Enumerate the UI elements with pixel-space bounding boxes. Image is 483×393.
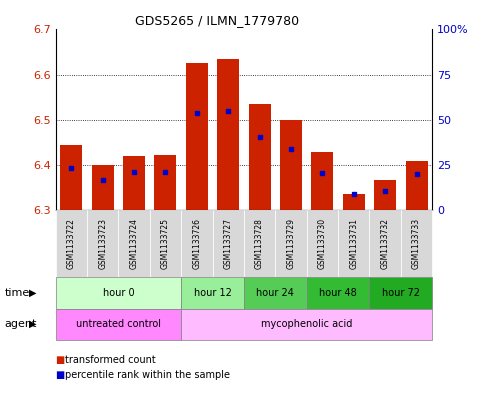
Text: GSM1133727: GSM1133727 [224, 218, 233, 269]
Text: GSM1133729: GSM1133729 [286, 218, 296, 269]
Bar [280, 120, 302, 210]
Bar [92, 165, 114, 210]
Bar [123, 156, 145, 210]
Text: hour 12: hour 12 [194, 288, 231, 298]
Text: GSM1133726: GSM1133726 [192, 218, 201, 269]
Text: ■: ■ [56, 370, 65, 380]
Text: GSM1133730: GSM1133730 [318, 218, 327, 269]
Bar [217, 59, 239, 210]
Bar [155, 155, 176, 210]
Text: GSM1133731: GSM1133731 [349, 218, 358, 269]
Text: GSM1133723: GSM1133723 [98, 218, 107, 269]
Text: ▶: ▶ [29, 319, 37, 329]
Text: ■: ■ [56, 354, 65, 365]
Text: agent: agent [5, 319, 37, 329]
Text: hour 24: hour 24 [256, 288, 294, 298]
Text: hour 72: hour 72 [382, 288, 420, 298]
Bar [60, 145, 82, 210]
Text: mycophenolic acid: mycophenolic acid [261, 319, 353, 329]
Text: GSM1133725: GSM1133725 [161, 218, 170, 269]
Text: time: time [5, 288, 30, 298]
Text: hour 0: hour 0 [102, 288, 134, 298]
Bar [312, 152, 333, 210]
Text: GSM1133724: GSM1133724 [129, 218, 139, 269]
Text: transformed count: transformed count [65, 354, 156, 365]
Text: untreated control: untreated control [76, 319, 161, 329]
Text: GDS5265 / ILMN_1779780: GDS5265 / ILMN_1779780 [135, 14, 299, 27]
Bar [406, 162, 427, 210]
Text: GSM1133732: GSM1133732 [381, 218, 390, 269]
Bar [343, 195, 365, 210]
Bar [186, 63, 208, 210]
Text: GSM1133722: GSM1133722 [67, 218, 76, 269]
Text: hour 48: hour 48 [319, 288, 357, 298]
Text: percentile rank within the sample: percentile rank within the sample [65, 370, 230, 380]
Text: GSM1133728: GSM1133728 [255, 218, 264, 269]
Text: ▶: ▶ [29, 288, 37, 298]
Bar [374, 180, 396, 210]
Text: GSM1133733: GSM1133733 [412, 218, 421, 269]
Bar [249, 104, 270, 210]
